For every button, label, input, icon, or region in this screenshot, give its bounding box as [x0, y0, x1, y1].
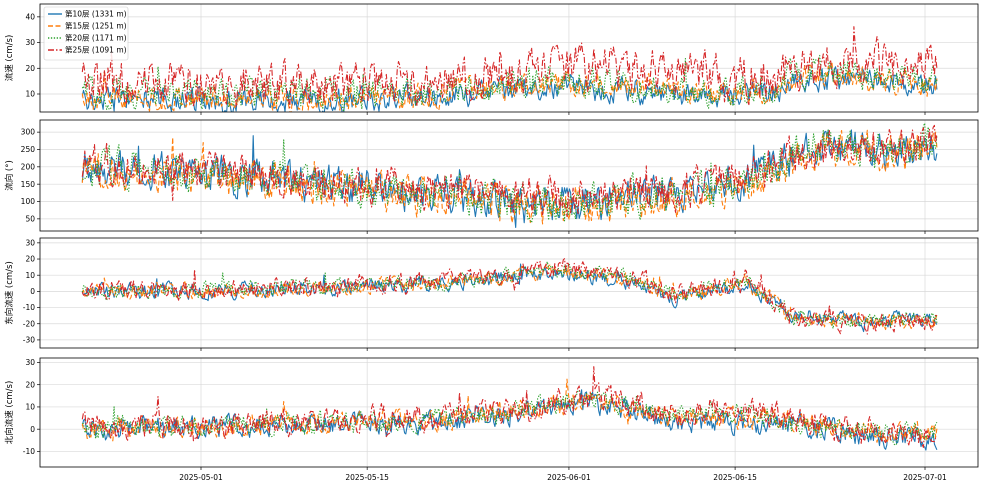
series-line-s10: [81, 129, 938, 229]
series-line-s15: [81, 61, 938, 112]
legend-label: 第25层 (1091 m): [65, 45, 127, 55]
series-line-s20: [81, 261, 938, 330]
y-axis-label: 北向流速 (cm/s): [4, 381, 15, 445]
x-tick-label: 2025-07-01: [903, 473, 947, 482]
y-tick-label: -10: [23, 303, 35, 312]
series-group: [81, 366, 938, 451]
y-tick-label: -10: [23, 447, 35, 456]
x-tick-label: 2025-05-01: [179, 473, 223, 482]
series-line-s25: [81, 124, 938, 218]
series-line-s25: [81, 26, 938, 109]
y-tick-label: 30: [25, 238, 35, 247]
panel-north: -10 0 10 20 30 2025-05-01 2025-05-15 2025-06-01…: [4, 357, 979, 482]
legend: 第10层 (1331 m) 第15层 (1251 m) 第20层 (1171 m) 第…: [43, 6, 129, 61]
legend-label: 第15层 (1251 m): [65, 21, 127, 31]
y-tick-label: 10: [25, 271, 35, 280]
panel-east: -30 -20 -10 0 10 20 30 东向流速 (cm/s): [4, 237, 979, 351]
y-tick-label: 20: [25, 255, 35, 264]
y-tick-label: 0: [30, 287, 35, 296]
legend-box: [43, 6, 129, 61]
series-group: [81, 26, 938, 112]
y-tick-label: 250: [21, 145, 36, 154]
series-line-s10: [81, 64, 938, 112]
x-tick-label: 2025-06-01: [547, 473, 591, 482]
plot-frame: [39, 3, 979, 113]
legend-label: 第20层 (1171 m): [65, 33, 127, 43]
legend-label: 第10层 (1331 m): [65, 9, 127, 19]
y-axis-label: 流向 (°): [4, 160, 15, 191]
y-axis-label: 流速 (cm/s): [4, 35, 15, 82]
y-tick-label: 10: [25, 403, 35, 412]
y-tick-label: 20: [25, 380, 35, 389]
plot-frame: [39, 119, 979, 232]
series-line-s20: [81, 54, 938, 112]
series-line-s20: [82, 122, 938, 224]
plot-frame: [39, 237, 979, 349]
series-group: [81, 258, 938, 335]
y-tick-label: 100: [21, 197, 36, 206]
y-tick-label: 150: [21, 180, 36, 189]
y-tick-label: 300: [21, 128, 36, 137]
y-tick-label: 40: [25, 12, 35, 21]
y-tick-label: 50: [25, 214, 35, 223]
y-tick-label: -30: [23, 336, 35, 345]
y-tick-label: 30: [25, 358, 35, 367]
series-line-s25: [81, 258, 937, 335]
panel-direction: 50 100 150 200 250 300 流向 (°): [4, 119, 979, 234]
y-tick-label: 20: [25, 64, 35, 73]
series-line-s15: [81, 129, 938, 225]
series-group: [81, 122, 938, 229]
y-axis-label: 东向流速 (cm/s): [4, 261, 15, 325]
x-tick-label: 2025-05-15: [345, 473, 389, 482]
x-tick-label: 2025-06-15: [713, 473, 757, 482]
y-tick-label: 0: [30, 425, 35, 434]
series-line-s10: [81, 389, 938, 451]
panel-speed: 10 20 30 40 流速 (cm/s) 第10层 (1331 m) 第15层 (1251…: [4, 3, 979, 115]
plot-frame: [39, 357, 979, 468]
y-tick-label: -20: [23, 319, 35, 328]
y-tick-label: 10: [25, 90, 35, 99]
series-line-s25: [81, 366, 938, 448]
series-line-s10: [81, 263, 938, 333]
y-tick-label: 30: [25, 38, 35, 47]
y-tick-label: 200: [21, 162, 36, 171]
